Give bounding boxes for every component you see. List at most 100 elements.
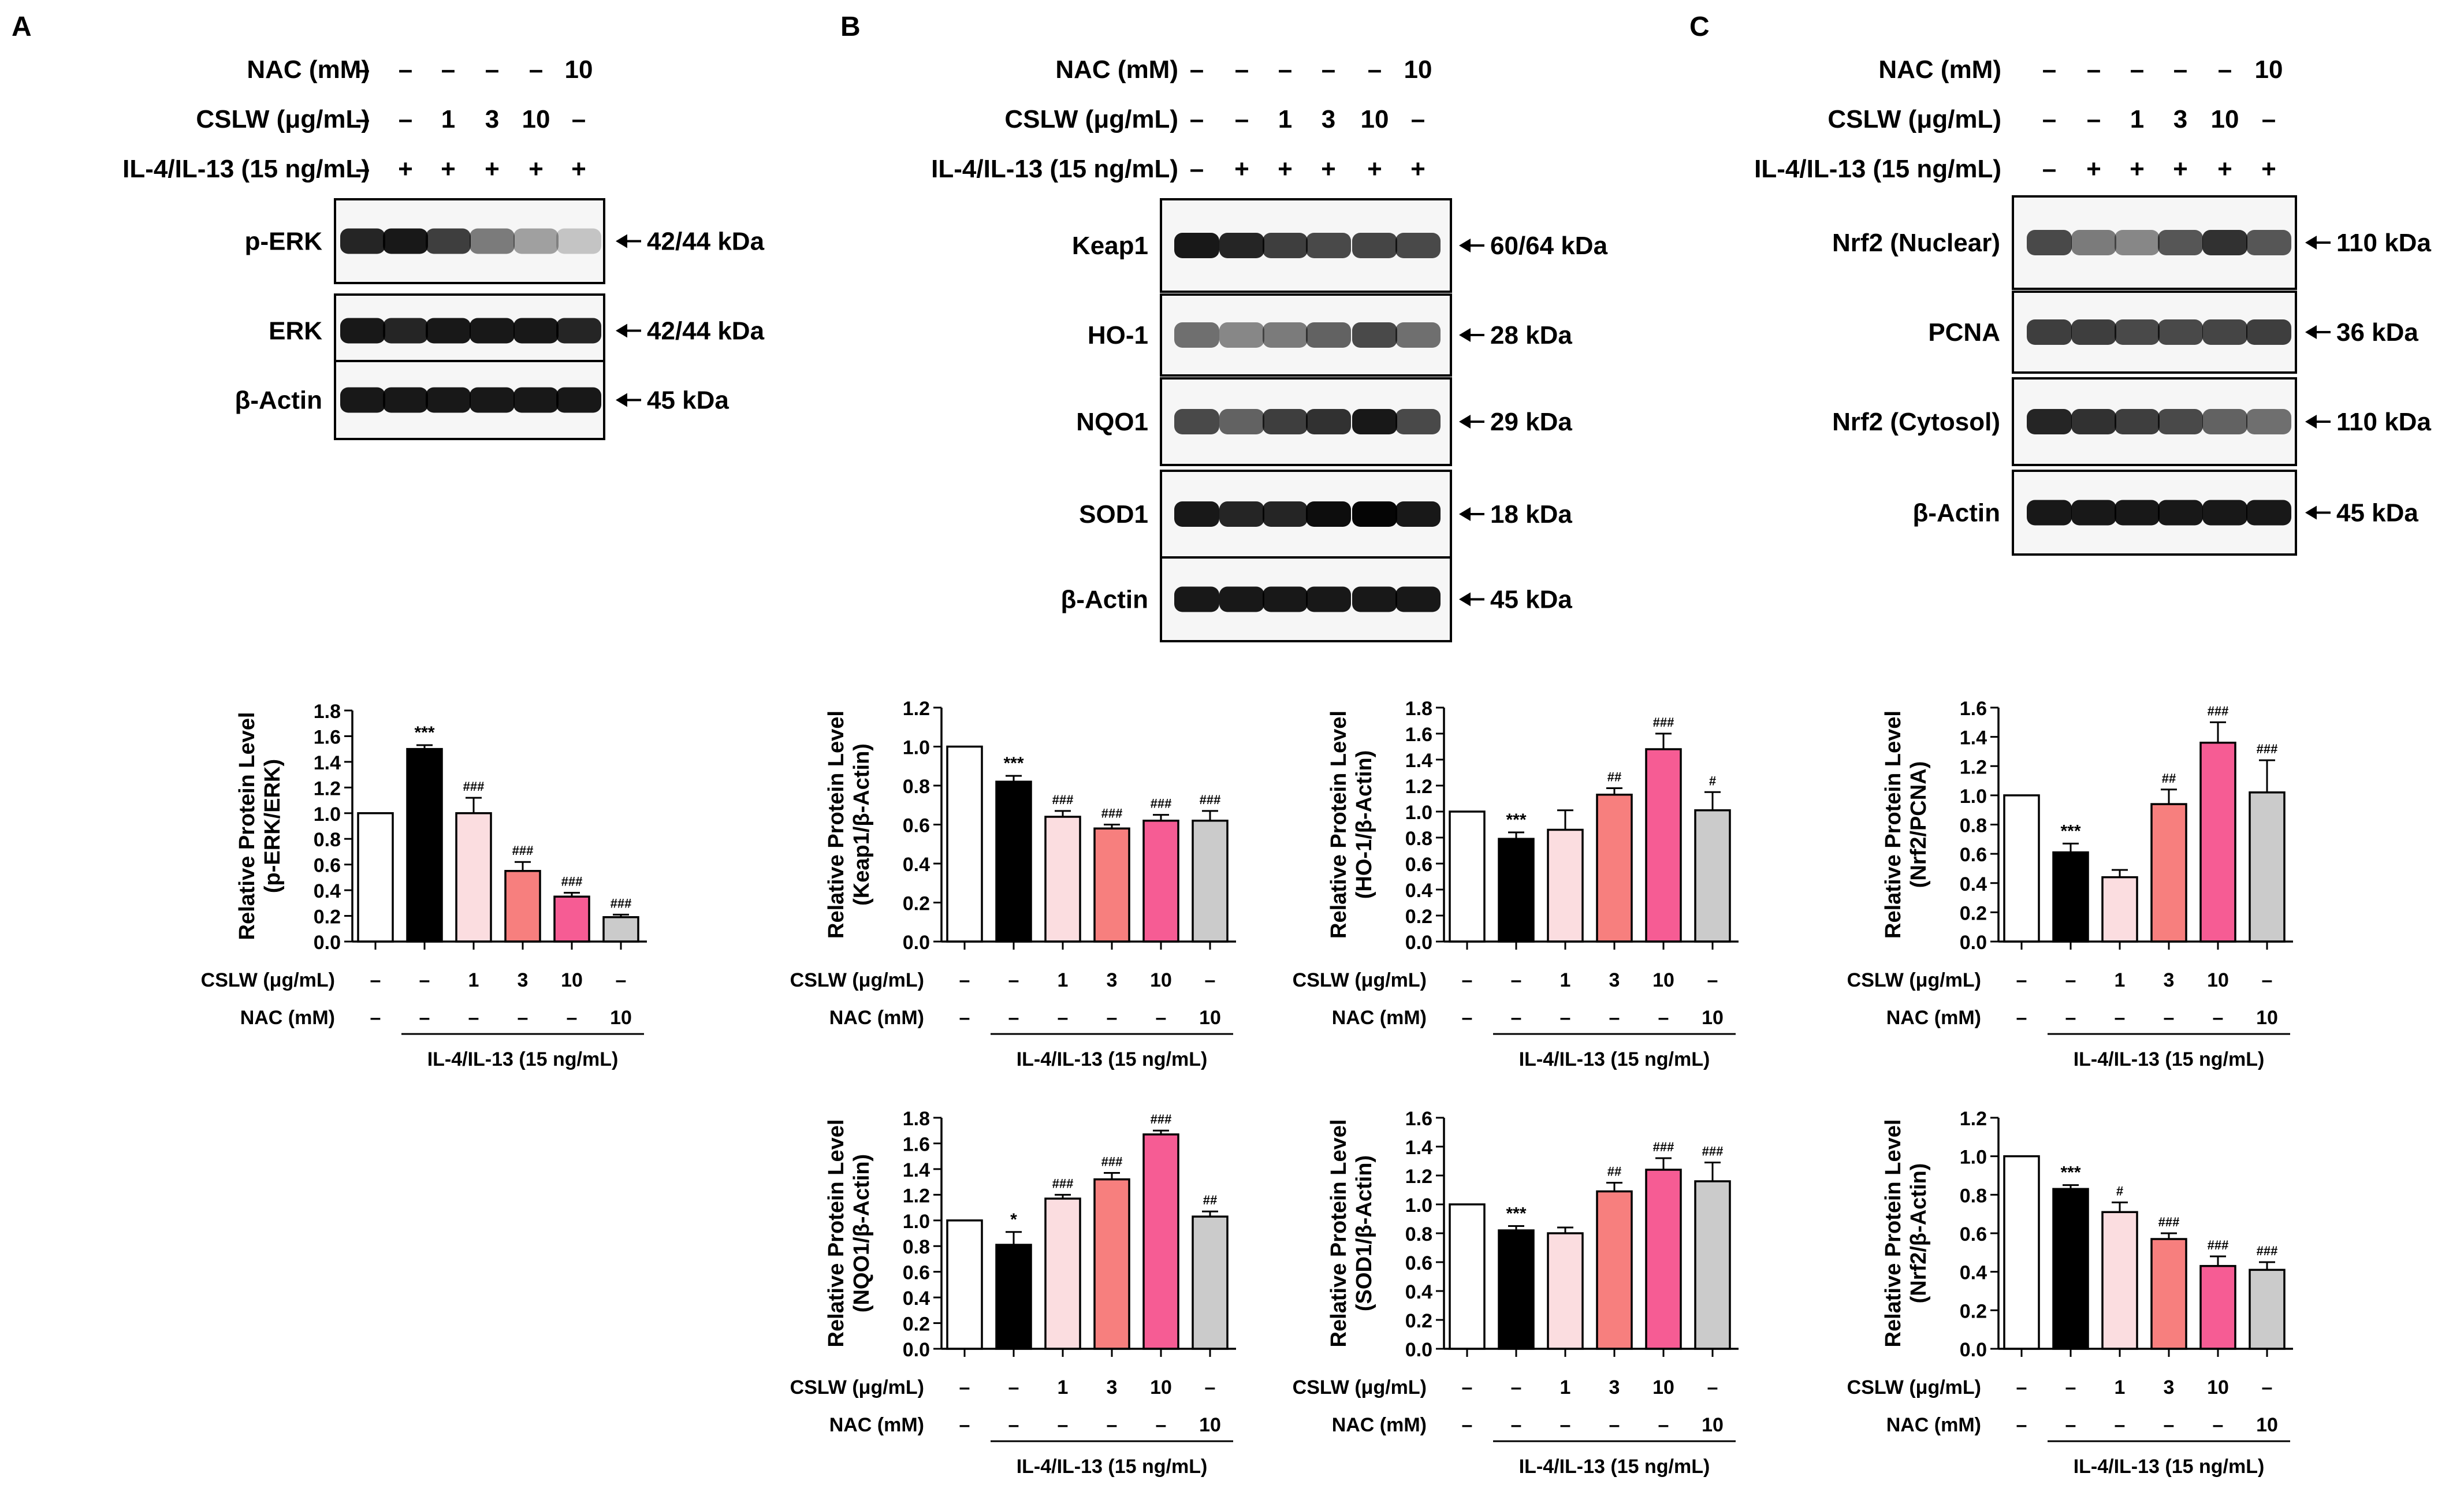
y-axis-label: Relative Protein Level (p-ERK/ERK) — [235, 712, 285, 940]
chart-treatment-cell: – — [2164, 1414, 2175, 1436]
bar — [504, 870, 541, 943]
significance-mark: ## — [1607, 1165, 1621, 1179]
y-tick-label: 1.2 — [1960, 756, 1987, 778]
significance-mark: ### — [2208, 1238, 2229, 1252]
y-tick-label: 1.2 — [903, 698, 930, 720]
group-label: IL-4/IL-13 (15 ng/mL) — [1017, 1456, 1208, 1478]
chart-treatment-cell: – — [1008, 1377, 1019, 1398]
chart-treatment-cell: – — [959, 1007, 970, 1029]
blot-band — [513, 318, 559, 344]
bar — [995, 780, 1032, 943]
y-tick-label: 0.2 — [1405, 906, 1432, 928]
chart-treatment-cell: 3 — [1609, 969, 1620, 991]
treatment-cell: 10 — [565, 55, 593, 84]
y-tick-label: 1.2 — [1960, 1108, 1987, 1130]
chart-treatment-cell: – — [1058, 1007, 1069, 1029]
significance-mark: # — [1709, 773, 1716, 788]
chart-treatment-cell: – — [1707, 1377, 1718, 1398]
y-axis-label-line: Relative Protein Level — [824, 1119, 848, 1348]
y-axis-label-line: Relative Protein Level — [1327, 710, 1351, 939]
y-axis-label: Relative Protein Level (Keap1/β-Actin) — [824, 710, 874, 939]
chart-treatment-cell: 10 — [1199, 1007, 1221, 1029]
blot-band — [470, 318, 515, 344]
blot-label: Nrf2 (Cytosol) — [1832, 408, 2000, 436]
y-tick-label: 0.2 — [903, 893, 930, 915]
significance-mark: * — [1010, 1210, 1017, 1229]
chart-treatment-cell: – — [2065, 1007, 2076, 1029]
y-axis-label-line: (p-ERK/ERK) — [260, 759, 285, 893]
blot-band — [1306, 501, 1351, 527]
blot-band — [2202, 230, 2247, 255]
chart-6: 0.0 0.2 0.4 0.6 0.8 1.0 1.2 Relative Protein Le… — [1847, 1108, 2293, 1478]
blot-band — [340, 387, 385, 413]
chart-treatment-cell: 10 — [1150, 1377, 1172, 1398]
y-tick-label: 1.6 — [1405, 724, 1432, 746]
blot-band — [1352, 233, 1397, 258]
significance-mark: ## — [1203, 1193, 1217, 1207]
bar — [2150, 803, 2187, 943]
panel-letter-A: A — [12, 12, 32, 42]
chart-treatment-cell: – — [959, 969, 970, 991]
chart-5: 0.0 0.2 0.4 0.6 0.8 1.0 1.2 1.4 1.6 Relative Prot… — [1847, 698, 2293, 1070]
chart-treatment-cell: – — [1609, 1007, 1620, 1029]
significance-mark: ## — [1607, 770, 1621, 784]
blot-keap1: Keap1 60/64 kDa — [1072, 198, 1608, 293]
blot-band — [1395, 586, 1441, 612]
bar — [1142, 1133, 1179, 1350]
bar — [2101, 876, 2138, 943]
y-tick-label: 0.4 — [1960, 1262, 1987, 1284]
y-axis-label: Relative Protein Level (SOD1/β-Actin) — [1327, 1119, 1376, 1348]
chart-treatment-cell: – — [2262, 1377, 2273, 1398]
chart-treatment-cell: 10 — [610, 1007, 632, 1029]
bar — [1547, 828, 1584, 943]
chart-treatment-cell: 1 — [1058, 969, 1069, 991]
chart-treatment-label: NAC (mM) — [240, 1007, 335, 1029]
blot-band — [2115, 319, 2160, 345]
treatment-cell: – — [1278, 55, 1292, 84]
y-tick-label: 0.8 — [1960, 1185, 1987, 1207]
significance-mark: # — [2116, 1184, 2123, 1199]
treatment-row-label: NAC (mM) — [247, 55, 370, 84]
y-axis-label-line: Relative Protein Level — [235, 712, 259, 940]
y-axis-label-line: (Keap1/β-Actin) — [850, 743, 874, 906]
bar — [1547, 1232, 1584, 1350]
y-axis-label-line: Relative Protein Level — [824, 710, 848, 939]
treatment-cell: + — [1367, 155, 1382, 183]
y-tick-label: 1.8 — [314, 701, 341, 723]
chart-treatment-cell: – — [419, 1007, 430, 1029]
bar — [2249, 791, 2286, 943]
chart-treatment-cell: 10 — [561, 969, 583, 991]
blot--actin: β-Actin 45 kDa — [1060, 556, 1572, 642]
blot-size: 45 kDa — [647, 386, 729, 415]
chart-0: 0.0 0.2 0.4 0.6 0.8 1.0 1.2 1.4 1.6 1.8 Relative P… — [201, 701, 647, 1070]
blot-label: Nrf2 (Nuclear) — [1832, 229, 2000, 257]
chart-treatment-cell: – — [616, 969, 627, 991]
significance-mark: ### — [1653, 1140, 1674, 1154]
panel-letter-B: B — [840, 12, 861, 42]
treatment-row-label: IL-4/IL-13 (15 ng/mL) — [1754, 155, 2001, 183]
blot-band — [2115, 409, 2160, 434]
y-tick-label: 0.8 — [1405, 828, 1432, 850]
blot-band — [1352, 501, 1397, 527]
blot-arrowhead — [1459, 592, 1471, 607]
blot-label: HO-1 — [1088, 321, 1148, 349]
treatment-cell: – — [1235, 105, 1249, 133]
blot-label: β-Actin — [235, 386, 322, 415]
treatment-cell: + — [2130, 155, 2145, 183]
blot-arrowhead — [616, 393, 627, 407]
y-tick-label: 1.6 — [1960, 698, 1987, 720]
significance-mark: *** — [1506, 810, 1526, 829]
treatment-cell: 1 — [1278, 105, 1292, 133]
significance-mark: ### — [1101, 806, 1123, 821]
bar — [1449, 1203, 1486, 1350]
treatment-cell: + — [2173, 155, 2188, 183]
treatment-cell: 3 — [485, 105, 499, 133]
blot-band — [1174, 501, 1219, 527]
y-tick-label: 0.2 — [1405, 1310, 1432, 1332]
y-tick-label: 1.0 — [1405, 802, 1432, 824]
blot-arrowhead — [2305, 236, 2317, 250]
blot-size: 28 kDa — [1490, 321, 1572, 349]
blot-arrowhead — [2305, 325, 2317, 339]
blot-band — [556, 228, 601, 254]
chart-treatment-cell: – — [1511, 1007, 1522, 1029]
